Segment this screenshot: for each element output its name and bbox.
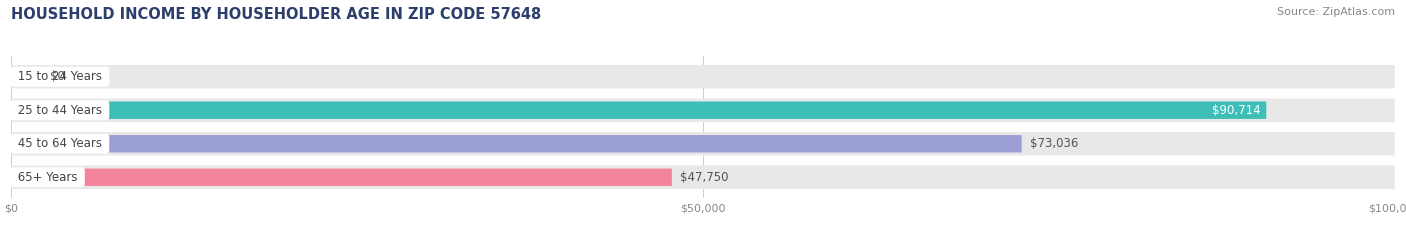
FancyBboxPatch shape	[11, 102, 1267, 119]
Text: $47,750: $47,750	[681, 171, 728, 184]
FancyBboxPatch shape	[11, 99, 1395, 122]
FancyBboxPatch shape	[11, 68, 46, 86]
Text: $90,714: $90,714	[1212, 104, 1261, 117]
FancyBboxPatch shape	[11, 168, 672, 186]
FancyBboxPatch shape	[11, 132, 1395, 155]
FancyBboxPatch shape	[11, 165, 1395, 189]
Text: 25 to 44 Years: 25 to 44 Years	[14, 104, 105, 117]
Text: 65+ Years: 65+ Years	[14, 171, 82, 184]
Text: $0: $0	[51, 70, 65, 83]
Text: Source: ZipAtlas.com: Source: ZipAtlas.com	[1277, 7, 1395, 17]
Text: 15 to 24 Years: 15 to 24 Years	[14, 70, 105, 83]
Text: $73,036: $73,036	[1031, 137, 1078, 150]
FancyBboxPatch shape	[11, 65, 1395, 89]
FancyBboxPatch shape	[11, 135, 1022, 152]
Text: 45 to 64 Years: 45 to 64 Years	[14, 137, 105, 150]
Text: HOUSEHOLD INCOME BY HOUSEHOLDER AGE IN ZIP CODE 57648: HOUSEHOLD INCOME BY HOUSEHOLDER AGE IN Z…	[11, 7, 541, 22]
